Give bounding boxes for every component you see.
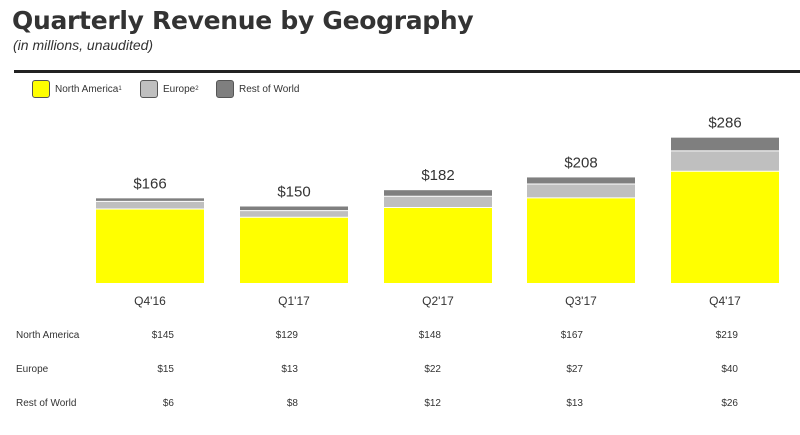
title-divider xyxy=(14,70,800,73)
table-cell-value: $148 xyxy=(419,330,442,341)
table-cell-value: $167 xyxy=(561,330,584,341)
chart-subtitle: (in millions, unaudited) xyxy=(13,37,154,53)
x-tick-label: Q4'16 xyxy=(134,294,166,308)
total-label: $286 xyxy=(708,115,741,132)
legend-swatch xyxy=(32,80,50,98)
bar-segment-rest-of-world xyxy=(671,137,779,151)
bar-segment-europe xyxy=(671,150,779,172)
legend-label: North America xyxy=(55,83,119,95)
x-tick-label: Q3'17 xyxy=(565,294,597,308)
table-cell-value: $129 xyxy=(276,330,299,341)
legend-swatch xyxy=(140,80,158,98)
bar-segment-north-america xyxy=(671,171,779,283)
footnote-mark: 2 xyxy=(195,86,199,92)
bar-segment-europe xyxy=(96,201,204,210)
table-cell-value: $219 xyxy=(716,330,739,341)
bar-segment-north-america xyxy=(240,217,348,283)
bar-segment-north-america xyxy=(96,209,204,283)
table-cell-value: $15 xyxy=(157,364,174,375)
table-cell-value: $40 xyxy=(721,364,738,375)
table-cell-value: $22 xyxy=(424,364,441,375)
x-tick-label: Q1'17 xyxy=(278,294,310,308)
bar-segment-rest-of-world xyxy=(96,198,204,202)
bar-segment-rest-of-world xyxy=(384,190,492,197)
bar-segment-europe xyxy=(527,184,635,198)
total-label: $182 xyxy=(421,167,454,184)
table-cell-value: $27 xyxy=(566,364,583,375)
bar-segment-north-america xyxy=(527,197,635,283)
bar-segment-europe xyxy=(240,210,348,218)
bar-segment-rest-of-world xyxy=(527,177,635,185)
chart-title: Quarterly Revenue by Geography xyxy=(12,6,474,35)
bar-segment-north-america xyxy=(384,207,492,283)
table-cell-value: $8 xyxy=(287,398,299,409)
legend-item-rest-of-world: Rest of World xyxy=(216,80,299,98)
total-label: $208 xyxy=(564,154,597,171)
table-cell-value: $12 xyxy=(424,398,441,409)
table-cell-value: $13 xyxy=(281,364,298,375)
x-tick-label: Q2'17 xyxy=(422,294,454,308)
legend-label: Europe xyxy=(163,83,196,95)
legend-swatch xyxy=(216,80,234,98)
table-row-label: Rest of World xyxy=(16,398,76,409)
table-cell-value: $13 xyxy=(566,398,583,409)
table-cell-value: $145 xyxy=(152,330,175,341)
footnote-mark: 1 xyxy=(118,86,122,92)
total-label: $166 xyxy=(133,175,166,192)
legend-item-north-america: North America 1 xyxy=(32,80,122,98)
x-tick-label: Q4'17 xyxy=(709,294,741,308)
table-row-label: Europe xyxy=(16,364,49,375)
bar-segment-rest-of-world xyxy=(240,206,348,211)
total-label: $150 xyxy=(277,184,310,201)
bar-segment-europe xyxy=(384,196,492,208)
legend-label: Rest of World xyxy=(239,83,300,95)
table-cell-value: $6 xyxy=(163,398,175,409)
table-row-label: North America xyxy=(16,330,80,341)
legend-item-europe: Europe 2 xyxy=(140,80,199,98)
table-cell-value: $26 xyxy=(721,398,738,409)
